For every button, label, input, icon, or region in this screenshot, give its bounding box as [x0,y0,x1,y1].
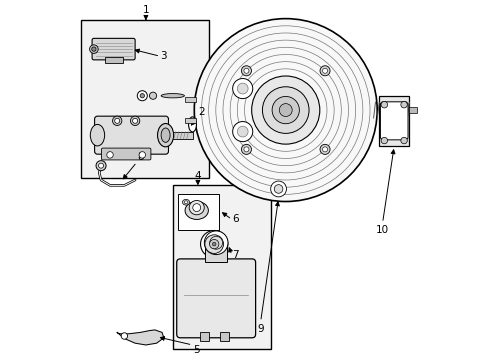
Circle shape [140,94,144,98]
Circle shape [99,163,103,168]
Bar [185,118,196,123]
Circle shape [237,126,247,137]
Circle shape [270,181,286,197]
Bar [200,332,208,341]
Circle shape [121,333,127,339]
Circle shape [194,19,376,202]
Circle shape [241,66,251,76]
Circle shape [232,122,252,141]
Polygon shape [117,330,163,345]
Circle shape [241,144,251,154]
Circle shape [380,137,387,144]
Ellipse shape [184,201,187,204]
FancyBboxPatch shape [94,116,168,154]
Circle shape [212,242,216,246]
Ellipse shape [188,117,196,132]
Circle shape [322,147,327,152]
Circle shape [232,78,252,99]
Bar [219,332,228,341]
Bar [104,57,122,63]
Bar [378,96,408,146]
Circle shape [112,116,122,126]
Circle shape [271,96,299,124]
Text: 5: 5 [192,345,199,355]
Circle shape [244,147,248,152]
Text: 6: 6 [232,215,238,224]
Text: 8: 8 [137,152,143,162]
Circle shape [106,152,113,158]
Circle shape [137,91,147,101]
FancyBboxPatch shape [92,39,135,60]
Ellipse shape [192,204,200,212]
Ellipse shape [157,123,173,147]
Text: 3: 3 [160,51,167,61]
Bar [172,132,192,139]
Circle shape [400,102,407,108]
Circle shape [319,144,329,154]
Ellipse shape [161,128,170,142]
Circle shape [149,92,156,99]
Circle shape [322,68,327,73]
Bar [408,107,416,113]
Circle shape [274,185,282,193]
FancyBboxPatch shape [380,102,407,140]
Circle shape [204,235,223,253]
Circle shape [92,47,96,51]
Ellipse shape [90,125,104,146]
Bar [172,185,271,348]
Circle shape [279,104,292,117]
Circle shape [96,161,106,171]
Circle shape [115,118,120,123]
Circle shape [204,231,227,255]
FancyBboxPatch shape [101,148,151,160]
Circle shape [139,152,145,158]
Bar [185,97,196,102]
Bar [205,248,226,262]
Text: 2: 2 [198,107,204,117]
Circle shape [130,116,140,126]
FancyBboxPatch shape [176,259,255,338]
Circle shape [400,137,407,144]
Circle shape [380,102,387,108]
Ellipse shape [184,202,208,220]
Bar [178,194,219,230]
Ellipse shape [189,201,204,215]
Bar [81,21,208,178]
Ellipse shape [161,94,184,98]
Circle shape [237,83,247,94]
Text: 9: 9 [257,324,264,334]
Circle shape [251,76,319,144]
Ellipse shape [182,199,189,205]
Circle shape [89,45,98,53]
Circle shape [209,236,222,249]
Circle shape [262,87,308,134]
Circle shape [132,118,137,123]
Text: 7: 7 [232,250,238,260]
Text: 1: 1 [142,5,149,15]
Circle shape [200,230,227,258]
Circle shape [244,68,248,73]
Text: 10: 10 [375,225,388,235]
Circle shape [319,66,329,76]
Circle shape [209,239,219,249]
Text: 4: 4 [194,171,201,181]
